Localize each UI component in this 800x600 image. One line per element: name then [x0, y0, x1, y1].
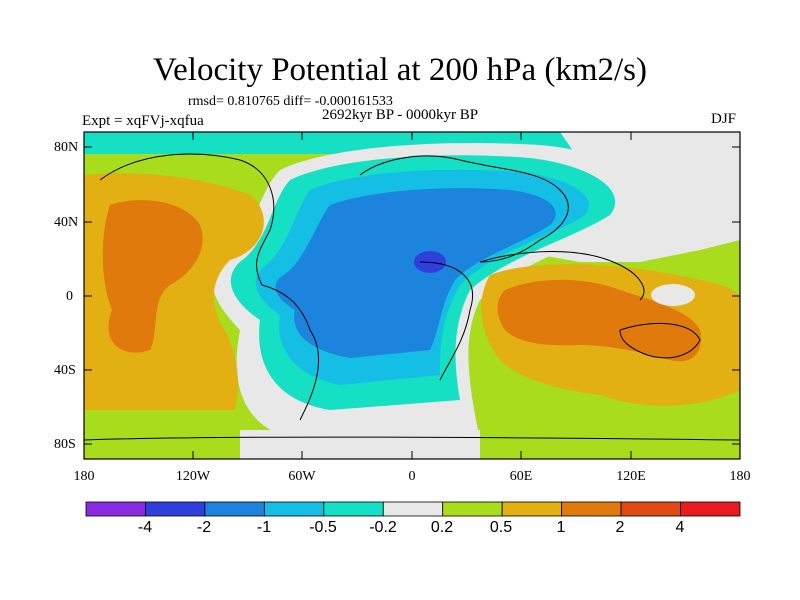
colorbar-swatch	[145, 501, 206, 517]
x-tick-60w: 60W	[288, 469, 316, 484]
colorbar-swatch	[263, 501, 325, 517]
colorbar-swatch	[620, 501, 681, 517]
colorbar-swatch	[561, 501, 622, 517]
x-tick-0: 0	[408, 469, 416, 484]
y-tick-80s: 80S	[54, 437, 76, 452]
x-tick-180-left: 180	[73, 469, 95, 484]
x-tick-180-right: 180	[729, 469, 751, 484]
colorbar-label: -4	[137, 519, 153, 536]
period-label: 2692kyr BP - 0000kyr BP	[322, 107, 479, 123]
colorbar-swatch	[680, 501, 741, 517]
colorbar-label: 4	[675, 519, 685, 536]
colorbar-label: -0.5	[309, 519, 337, 536]
stats-line: rmsd= 0.810765 diff= -0.000161533	[188, 94, 393, 109]
axis-ticks	[84, 132, 740, 459]
x-tick-120e: 120E	[616, 469, 646, 484]
y-tick-0: 0	[66, 289, 73, 304]
colorbar-label: -1	[256, 519, 272, 536]
experiment-label: Expt = xqFVj-xqfua	[82, 113, 204, 129]
colorbar-label: -2	[196, 519, 212, 536]
y-tick-40s: 40S	[54, 363, 76, 378]
colorbar-swatch	[204, 501, 265, 517]
colorbar-swatch	[323, 501, 384, 517]
colorbar-swatch	[382, 501, 444, 517]
y-tick-40n: 40N	[54, 215, 79, 230]
x-tick-120w: 120W	[175, 469, 211, 484]
colorbar-swatch	[501, 501, 563, 517]
colorbar-label: 1	[556, 519, 566, 536]
colorbar-label: 2	[615, 519, 625, 536]
plot-title: Velocity Potential at 200 hPa (km2/s)	[152, 52, 648, 88]
x-tick-60e: 60E	[509, 469, 533, 484]
colorbar	[85, 501, 741, 517]
season-label: DJF	[711, 111, 737, 127]
contour-fill-layer	[84, 132, 740, 459]
colorbar-label: 0.2	[430, 519, 454, 536]
colorbar-label: 0.5	[489, 519, 513, 536]
colorbar-label: -0.2	[369, 519, 397, 536]
colorbar-swatch	[442, 501, 503, 517]
y-tick-80n: 80N	[54, 140, 79, 155]
colorbar-swatch	[85, 501, 146, 517]
